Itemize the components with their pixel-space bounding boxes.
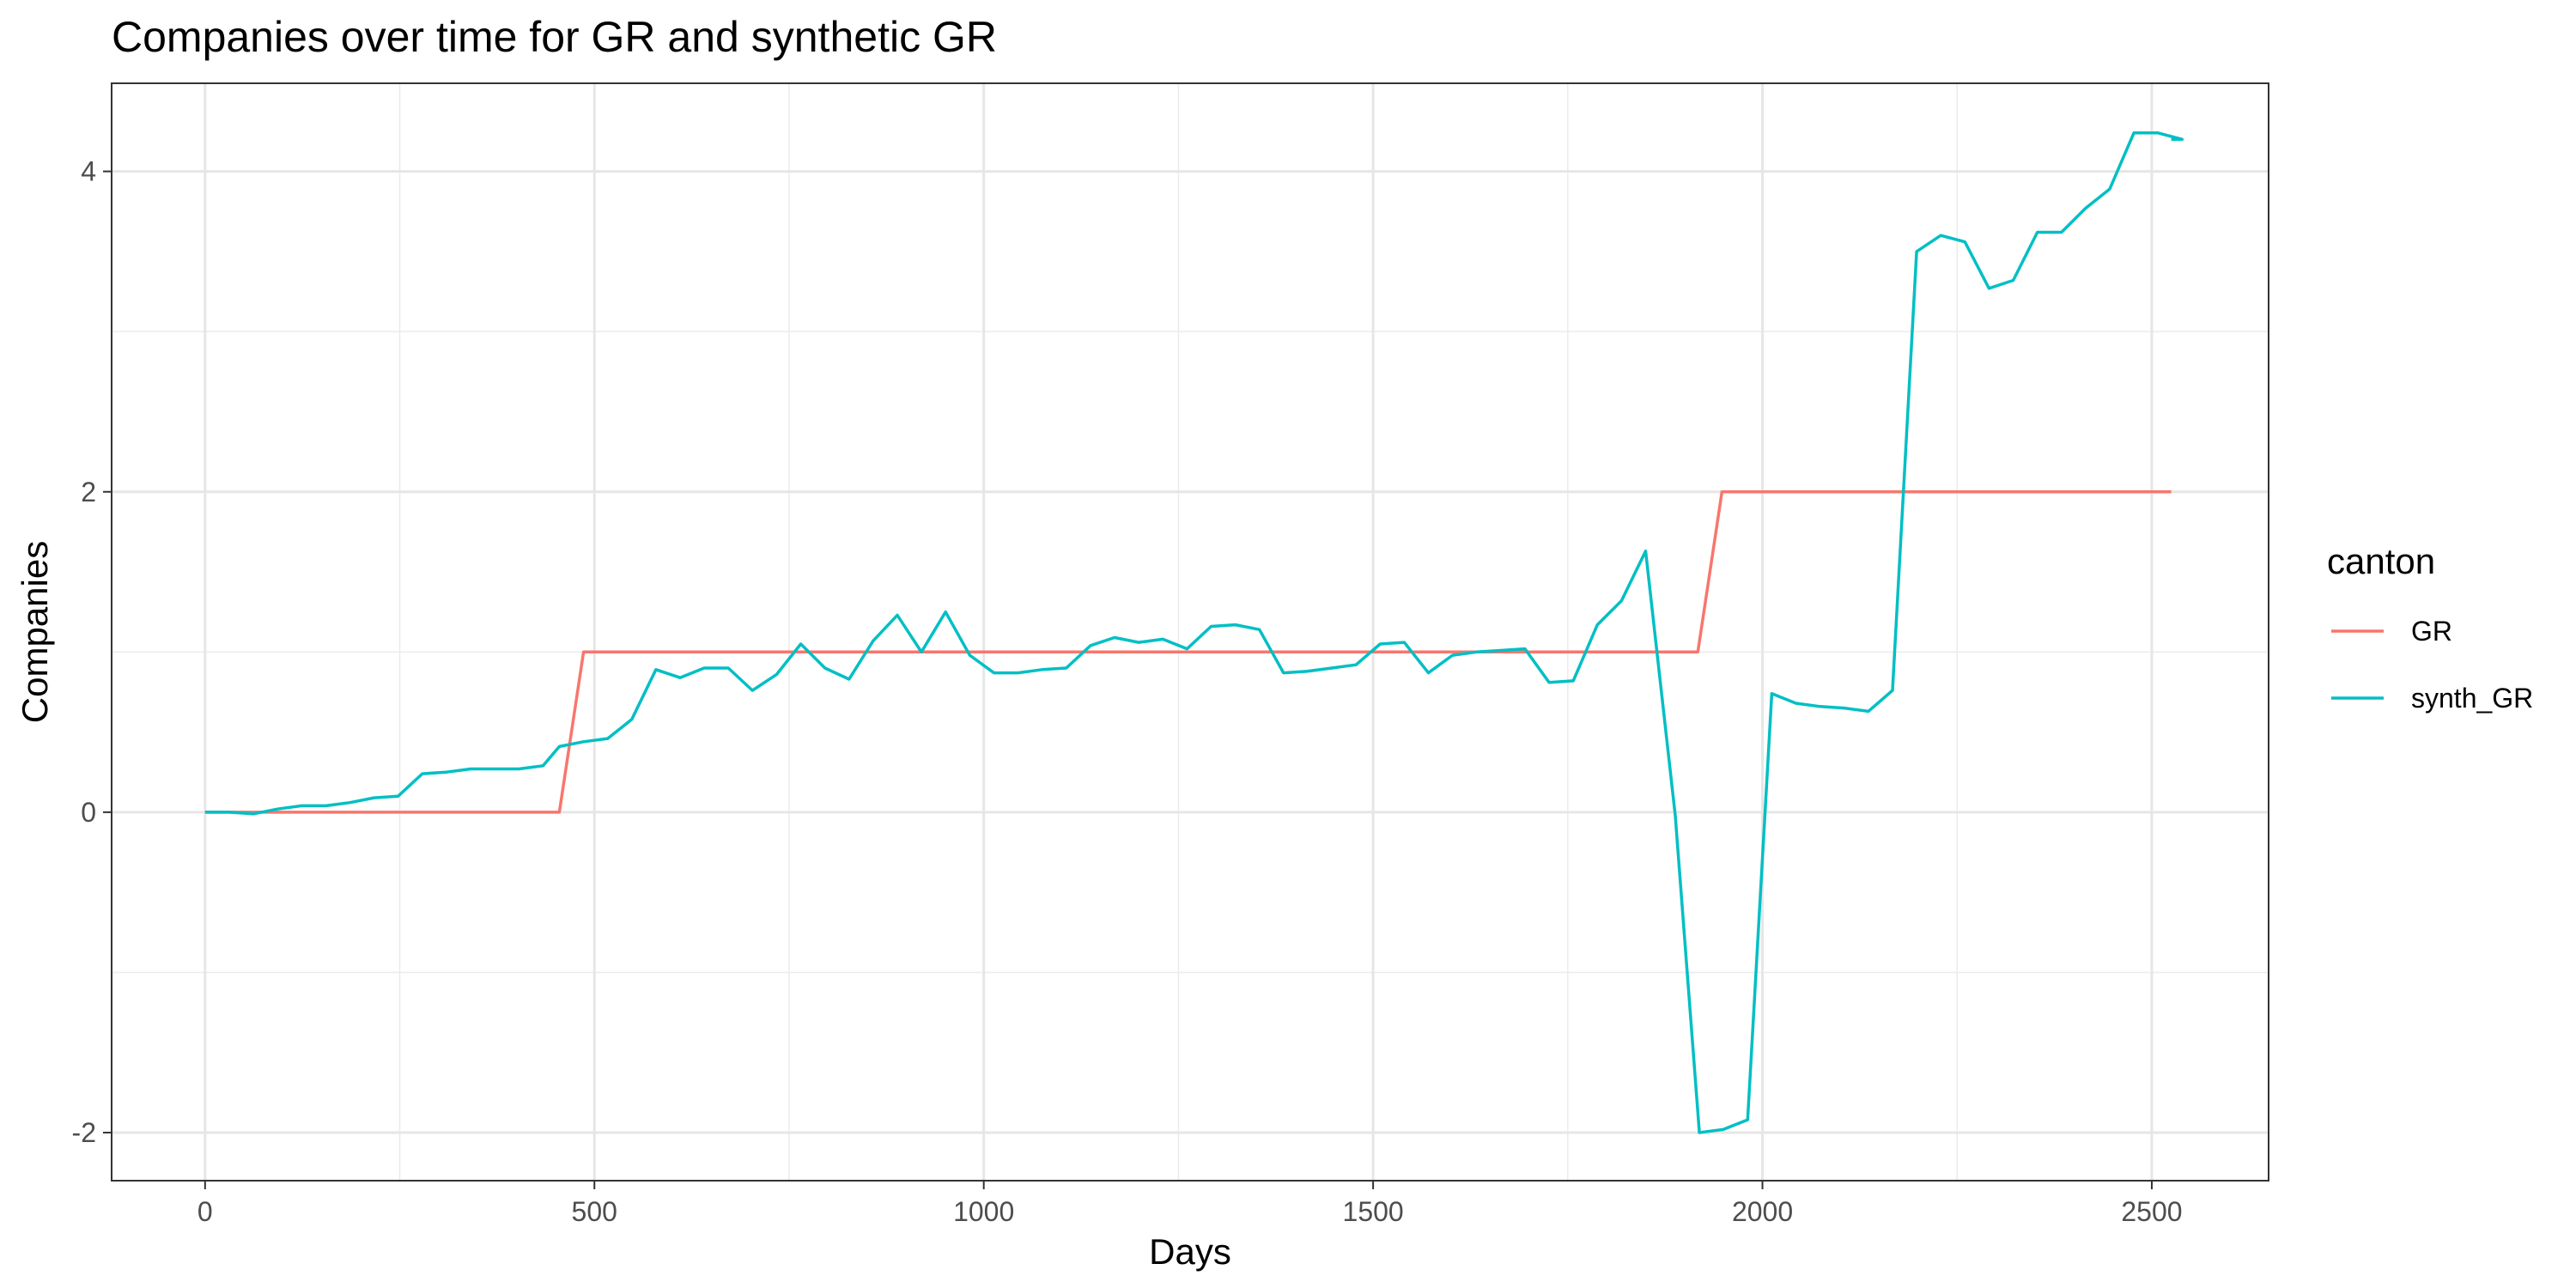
legend-items: GR synth_GR [2331,616,2533,714]
x-tick-label: 1500 [1343,1196,1404,1227]
y-tick-label: -2 [72,1117,96,1148]
x-tick-label: 1000 [953,1196,1014,1227]
chart-title: Companies over time for GR and synthetic… [112,13,997,61]
y-axis-title: Companies [15,541,55,723]
y-tick-label: 2 [81,477,96,507]
series-line-gr [204,490,2172,814]
major-gridlines [112,83,2269,1181]
legend-label-gr: GR [2411,616,2452,647]
x-axis-ticks: 0 500 1000 1500 2000 2500 [197,1181,2183,1227]
legend-title: canton [2327,541,2435,581]
series-layer [204,131,2184,1134]
x-tick-label: 2500 [2121,1196,2182,1227]
series-line-synth-gr [204,131,2184,1134]
legend-label-synth-gr: synth_GR [2411,683,2533,714]
x-tick-label: 2000 [1732,1196,1793,1227]
x-axis-title: Days [1149,1231,1231,1272]
plot-panel-border [111,82,2269,1182]
y-tick-label: 4 [81,156,96,187]
x-tick-label: 500 [572,1196,617,1227]
x-tick-label: 0 [197,1196,213,1227]
y-axis-ticks: -2 0 2 4 [72,156,112,1148]
y-tick-label: 0 [81,797,96,828]
legend: canton GR synth_GR [2327,541,2533,714]
